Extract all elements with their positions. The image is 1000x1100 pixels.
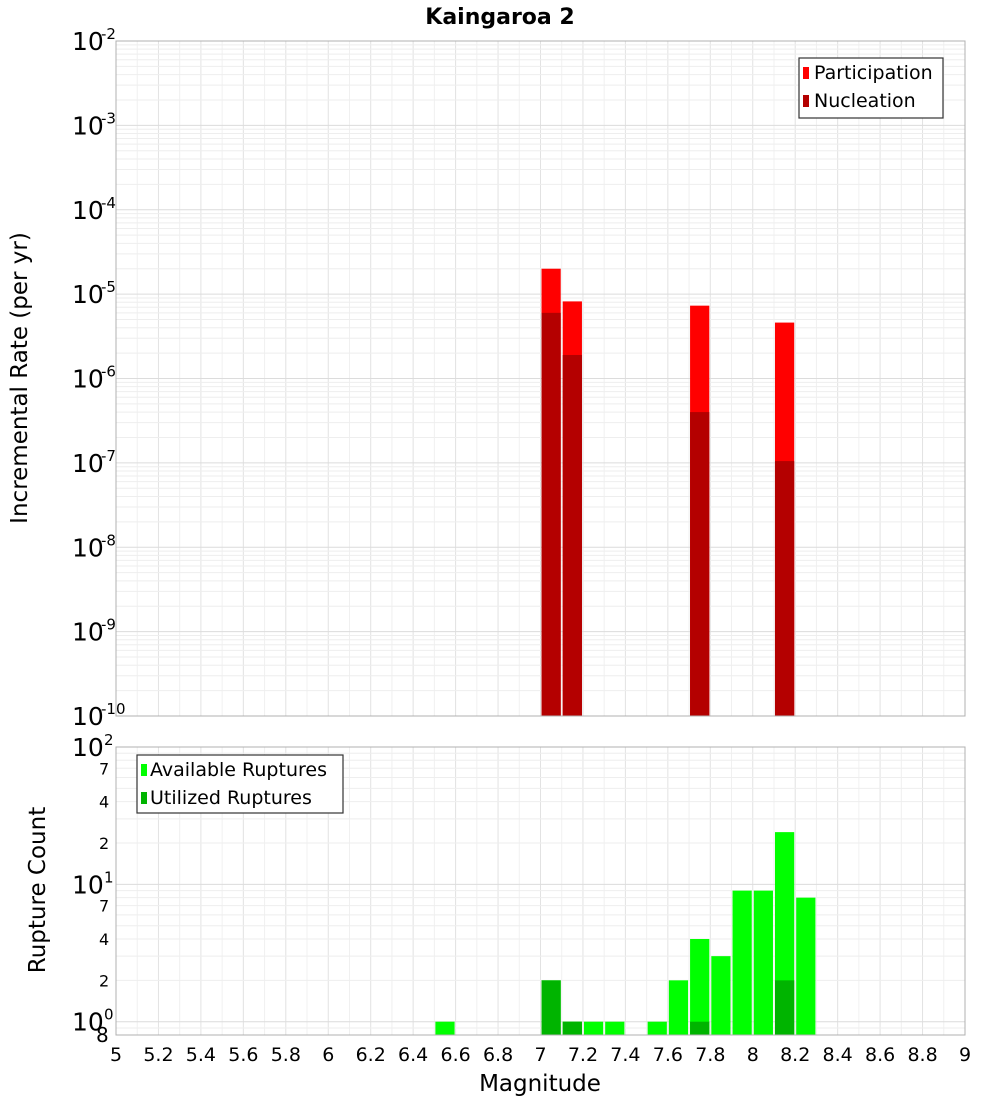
y-minor-tick-label: 4: [99, 930, 109, 949]
y-tick-exponent: -5: [101, 278, 116, 296]
bottom-bar-available-ruptures-7-95: [732, 890, 752, 1035]
top-y-tick-labels: 10-210-310-410-510-610-710-810-910-10: [72, 25, 126, 731]
x-tick-label: 6: [322, 1044, 334, 1066]
y-tick-exponent: 2: [104, 731, 114, 749]
bottom-plot-frame: [115, 746, 966, 1036]
y-minor-tick-label: 7: [99, 897, 109, 916]
y-tick-exponent: -7: [101, 447, 116, 465]
x-tick-label: 6.2: [356, 1044, 386, 1066]
y-minor-tick-label: 2: [99, 834, 109, 853]
x-tick-label: 5.8: [271, 1044, 301, 1066]
x-axis-label: Magnitude: [479, 1071, 601, 1097]
bottom-bar-available-ruptures-7-25: [583, 1021, 604, 1035]
y-tick-exponent: -8: [101, 531, 116, 549]
legend-swatch-utilized: [141, 792, 147, 804]
legend-swatch-participation: [803, 67, 809, 79]
y-tick-label: 10: [72, 533, 104, 562]
top-y-axis-label: Incremental Rate (per yr): [7, 232, 33, 524]
chart-title: Kaingaroa 2: [425, 5, 574, 30]
bottom-legend: Available Ruptures Utilized Ruptures: [136, 754, 344, 814]
x-tick-label: 9: [959, 1044, 971, 1066]
x-tick-label: 7.8: [695, 1044, 725, 1066]
y-tick-label: 10: [72, 733, 104, 762]
bottom-bar-utilized-ruptures-8-15: [774, 980, 795, 1035]
y-minor-tick-label: 4: [99, 793, 109, 812]
y-tick-label: 10: [72, 111, 104, 140]
bottom-bar-available-ruptures-7-75: [690, 939, 710, 1035]
y-tick-exponent: -10: [101, 700, 126, 718]
legend-swatch-nucleation: [803, 95, 809, 107]
legend-label-utilized: Utilized Ruptures: [150, 787, 312, 809]
x-tick-labels: 5 5.2 5.4 5.6 5.8 6 6.2 6.4 6.6 6.8 7 7.2 7.4 7.6 7.8 8…: [110, 1044, 971, 1066]
y-tick-label: 10: [72, 365, 104, 394]
bottom-bar-utilized-ruptures-7-05: [541, 980, 561, 1035]
bottom-bar-utilized-ruptures-7-75: [690, 1021, 710, 1035]
bottom-bar-available-ruptures-7-65: [668, 980, 689, 1035]
y-minor-tick-label: 2: [99, 971, 109, 990]
y-tick-label: 10: [72, 870, 104, 899]
bottom-bar-available-ruptures-6-55: [435, 1021, 455, 1035]
y-tick-exponent: -3: [101, 109, 116, 127]
x-tick-label: 8.2: [780, 1044, 810, 1066]
legend-label-nucleation: Nucleation: [814, 90, 916, 112]
y-minor-tick-label: 7: [99, 759, 109, 778]
y-tick-exponent: -4: [101, 194, 116, 212]
x-tick-label: 5.6: [228, 1044, 258, 1066]
x-tick-label: 7.6: [653, 1044, 683, 1066]
x-tick-label: 7: [534, 1044, 546, 1066]
top-legend: Participation Nucleation: [798, 57, 944, 119]
y-tick-exponent: 1: [104, 868, 114, 886]
bottom-bar-available-ruptures-7-85: [711, 956, 731, 1035]
y-tick-label: 10: [72, 196, 104, 225]
bottom-chart-bars: [435, 832, 816, 1035]
legend-swatch-available: [141, 764, 147, 776]
legend-label-participation: Participation: [814, 62, 933, 84]
y-tick-exponent: -2: [101, 25, 116, 43]
y-tick-label: 10: [72, 27, 104, 56]
y-tick-label: 10: [72, 449, 104, 478]
top-chart-grid: [115, 41, 966, 717]
x-tick-label: 7.2: [568, 1044, 598, 1066]
y-tick-label: 10: [72, 280, 104, 309]
bottom-bar-available-ruptures-7-55: [647, 1021, 667, 1035]
x-tick-label: 7.4: [610, 1044, 640, 1066]
x-tick-label: 5: [110, 1044, 122, 1066]
top-bar-nucleation-7-15: [562, 354, 582, 716]
legend-label-available: Available Ruptures: [150, 759, 327, 781]
x-tick-label: 5.2: [143, 1044, 173, 1066]
bottom-bar-utilized-ruptures-7-15: [562, 1021, 582, 1035]
bottom-bar-available-ruptures-8-25: [796, 897, 816, 1035]
x-tick-label: 6.4: [398, 1044, 428, 1066]
y-minor-tick-label: 8: [96, 1023, 109, 1047]
y-tick-label: 10: [72, 702, 104, 731]
x-tick-label: 8: [747, 1044, 759, 1066]
x-tick-label: 8.4: [823, 1044, 853, 1066]
x-tick-label: 6.6: [440, 1044, 470, 1066]
top-bar-nucleation-8-15: [774, 461, 795, 716]
bottom-bar-available-ruptures-8-05: [753, 890, 773, 1035]
top-bar-nucleation-7-05: [541, 312, 561, 716]
top-chart-bars: [541, 268, 795, 716]
bottom-y-axis-label: Rupture Count: [25, 807, 51, 973]
top-plot-frame: [115, 40, 966, 717]
y-tick-label: 10: [72, 1008, 104, 1037]
x-tick-label: 6.8: [483, 1044, 513, 1066]
bottom-bar-available-ruptures-7-35: [605, 1021, 625, 1035]
y-tick-exponent: -9: [101, 616, 116, 634]
top-bar-nucleation-7-75: [690, 412, 710, 716]
x-tick-label: 5.4: [186, 1044, 216, 1066]
x-tick-label: 8.8: [907, 1044, 937, 1066]
x-tick-label: 8.6: [865, 1044, 895, 1066]
y-tick-label: 10: [72, 618, 104, 647]
y-tick-exponent: -6: [101, 363, 116, 381]
y-tick-exponent: 0: [104, 1006, 114, 1024]
